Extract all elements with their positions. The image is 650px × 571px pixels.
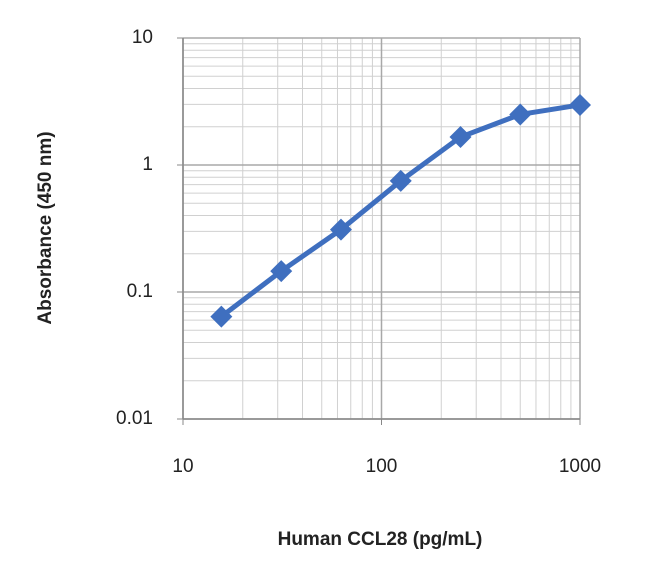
marker (389, 169, 412, 192)
marker (329, 218, 352, 241)
y-axis-title: Absorbance (450 nm) (35, 131, 56, 324)
x-tick-label: 1000 (559, 456, 601, 477)
marker (569, 93, 591, 116)
y-tick-label: 0.01 (116, 408, 153, 429)
x-tick-label: 100 (366, 456, 398, 477)
marker (449, 126, 472, 149)
y-tick-label: 0.1 (127, 281, 153, 302)
marker (210, 305, 233, 328)
line (219, 102, 581, 319)
y-tick-label: 10 (132, 27, 153, 48)
x-axis-title: Human CCL28 (pg/mL) (278, 529, 483, 550)
x-tick-label: 10 (172, 456, 193, 477)
y-tick-label: 1 (142, 154, 153, 175)
marker (509, 103, 532, 126)
marker (270, 260, 293, 283)
